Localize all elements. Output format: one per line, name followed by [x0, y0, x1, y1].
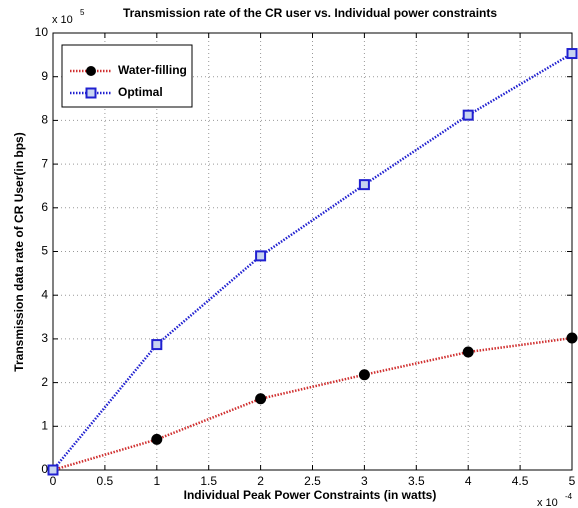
series-line	[52, 52, 573, 471]
data-point	[358, 179, 370, 191]
y-tick-label: 6	[41, 200, 48, 214]
x-tick-label: 5	[569, 474, 576, 488]
legend-label: Water-filling	[118, 63, 187, 77]
y-axis-label: Transmission data rate of CR User(in bps…	[12, 132, 26, 371]
data-point	[462, 109, 474, 121]
data-point	[566, 332, 578, 344]
y-tick-label: 7	[41, 156, 48, 170]
x-tick-label: 2	[257, 474, 264, 488]
legend	[61, 44, 193, 108]
data-point	[151, 433, 163, 445]
x-axis-label: Individual Peak Power Constraints (in wa…	[184, 488, 437, 502]
y-tick-label: 5	[41, 244, 48, 258]
x-tick-label: 1.5	[200, 474, 217, 488]
x-tick-label: 3.5	[408, 474, 425, 488]
data-point	[47, 464, 59, 476]
chart-title: Transmission rate of the CR user vs. Ind…	[123, 6, 497, 20]
data-point	[358, 369, 370, 381]
y-tick-label: 1	[41, 418, 48, 432]
y-tick-label: 4	[41, 287, 48, 301]
x-tick-label: 2.5	[304, 474, 321, 488]
y-tick-label: 10	[35, 25, 49, 39]
x-multiplier-exponent: -4	[565, 492, 573, 501]
y-tick-label: 2	[41, 375, 48, 389]
data-point	[462, 346, 474, 358]
x-tick-label: 0.5	[97, 474, 114, 488]
x-tick-label: 4.5	[512, 474, 529, 488]
data-point	[566, 48, 578, 60]
legend-marker	[85, 87, 97, 99]
series-line	[52, 336, 573, 472]
x-tick-label: 3	[361, 474, 368, 488]
y-tick-label: 8	[41, 113, 48, 127]
axes-box	[52, 32, 573, 471]
y-multiplier: x 10	[52, 14, 73, 26]
y-multiplier-exponent: 5	[80, 8, 85, 17]
y-tick-label: 3	[41, 331, 48, 345]
data-point	[255, 393, 267, 405]
x-tick-label: 0	[50, 474, 57, 488]
x-tick-label: 4	[465, 474, 472, 488]
y-tick-label: 0	[41, 462, 48, 476]
legend-marker	[86, 66, 96, 76]
data-point	[151, 339, 163, 351]
data-point	[255, 250, 267, 262]
x-multiplier: x 10	[537, 497, 558, 508]
legend-label: Optimal	[118, 85, 163, 99]
x-tick-label: 1	[153, 474, 160, 488]
y-tick-label: 9	[41, 69, 48, 83]
